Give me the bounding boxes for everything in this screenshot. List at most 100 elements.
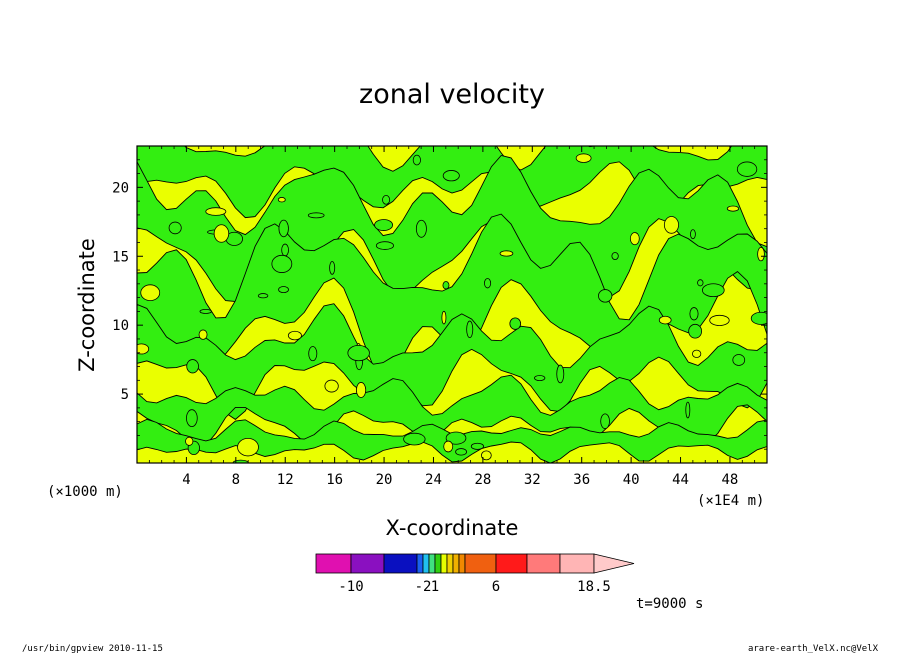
- green-patch: [347, 344, 370, 362]
- colorbar-label: 1: [431, 579, 439, 595]
- colorbar-label: -2: [415, 579, 432, 595]
- green-patch: [403, 432, 426, 446]
- green-patch: [199, 309, 212, 314]
- green-patch: [466, 320, 474, 339]
- plot-frame: [136, 145, 768, 464]
- green-patch: [600, 413, 610, 429]
- colorbar-segment: [315, 553, 352, 574]
- colorbar-segment: [383, 553, 418, 574]
- x-tick-label: 48: [722, 472, 739, 488]
- green-patch: [689, 307, 699, 321]
- green-patch: [697, 279, 704, 287]
- green-patch: [374, 219, 394, 231]
- yellow-patch: [575, 153, 592, 163]
- x-tick-label: 32: [524, 472, 541, 488]
- green-patch: [281, 243, 289, 257]
- green-patch: [271, 254, 293, 273]
- green-patch: [455, 448, 467, 456]
- green-patch: [186, 359, 199, 374]
- x-tick-label: 8: [232, 472, 240, 488]
- x-tick-label: 24: [425, 472, 442, 488]
- colorbar-segment: [434, 553, 442, 574]
- colorbar-segment: [464, 553, 497, 574]
- yellow-patch: [237, 437, 259, 457]
- yellow-patch: [356, 382, 367, 398]
- y-scale-label: (×1000 m): [47, 484, 123, 500]
- yellow-patch: [443, 440, 454, 453]
- yellow-patch: [663, 216, 679, 234]
- green-band: [137, 154, 767, 302]
- y-tick-label: 10: [112, 318, 129, 334]
- colorbar-label: -10: [338, 579, 363, 595]
- y-tick-label: 15: [112, 249, 129, 265]
- green-patch: [442, 170, 460, 182]
- green-patch: [415, 219, 427, 238]
- y-axis-label: Z-coordinate: [75, 238, 99, 372]
- green-patch: [732, 354, 746, 366]
- green-patch: [470, 442, 484, 450]
- yellow-patch: [658, 315, 672, 325]
- colorbar-segment: [495, 553, 528, 574]
- green-patch: [598, 289, 613, 303]
- contour-field: [137, 146, 767, 463]
- time-label: t=9000 s: [636, 596, 703, 612]
- colorbar-arrow: [593, 553, 635, 574]
- green-patch: [382, 195, 391, 205]
- colorbar-segment: [350, 553, 385, 574]
- yellow-patch: [499, 250, 514, 257]
- yellow-patch: [198, 329, 208, 340]
- footer-left: /usr/bin/gpview 2010-11-15: [22, 644, 163, 654]
- green-patch: [375, 241, 394, 250]
- y-tick-label: 20: [112, 180, 129, 196]
- yellow-patch: [709, 314, 730, 326]
- x-ticks: 4 8 12 16 20 24 28 32 36 40 44 48: [148, 146, 756, 488]
- footer-right: arare-earth_VelX.nc@VelX: [748, 644, 879, 654]
- green-patch: [701, 283, 725, 298]
- colorbar: -10 -2 1 6 18.5: [315, 553, 635, 595]
- green-patch: [750, 311, 767, 325]
- y-tick-label: 5: [121, 387, 129, 403]
- x-scale-label: (×1E4 m): [697, 493, 764, 509]
- colorbar-segment: [458, 553, 466, 574]
- green-patch: [534, 375, 546, 382]
- green-patch: [442, 281, 450, 290]
- green-patch: [412, 154, 421, 166]
- x-tick-label: 40: [623, 472, 640, 488]
- green-patch: [278, 219, 289, 238]
- colorbar-label: 18.5: [577, 579, 611, 595]
- colorbar-segment: [559, 553, 595, 574]
- yellow-patch: [726, 205, 740, 212]
- green-patch: [257, 293, 269, 299]
- yellow-patch: [277, 197, 286, 203]
- green-patch: [509, 317, 522, 330]
- x-tick-label: 44: [672, 472, 689, 488]
- colorbar-segment: [422, 553, 430, 574]
- x-tick-label: 20: [376, 472, 393, 488]
- yellow-patch: [185, 436, 194, 446]
- colorbar-segment: [526, 553, 561, 574]
- yellow-patch: [205, 207, 227, 216]
- colorbar-segment: [428, 553, 436, 574]
- yellow-patch: [629, 232, 640, 246]
- x-tick-label: 4: [182, 472, 190, 488]
- green-patch: [690, 229, 696, 240]
- green-patch: [688, 323, 703, 339]
- yellow-patch: [441, 310, 447, 325]
- green-band: [137, 374, 767, 447]
- yellow-patch: [137, 343, 150, 355]
- colorbar-segment: [440, 553, 448, 574]
- green-patch: [168, 221, 182, 235]
- yellow-patch: [757, 247, 765, 262]
- green-band: [137, 303, 767, 420]
- yellow-patch: [140, 284, 161, 302]
- yellow-patch: [692, 349, 702, 358]
- green-patch: [308, 346, 318, 362]
- chart-title: zonal velocity: [359, 79, 545, 110]
- x-tick-label: 12: [277, 472, 294, 488]
- colorbar-segment: [416, 553, 424, 574]
- green-patch: [736, 161, 758, 177]
- green-patch: [611, 252, 619, 261]
- x-axis-label: X-coordinate: [386, 516, 519, 540]
- yellow-patch: [213, 224, 230, 243]
